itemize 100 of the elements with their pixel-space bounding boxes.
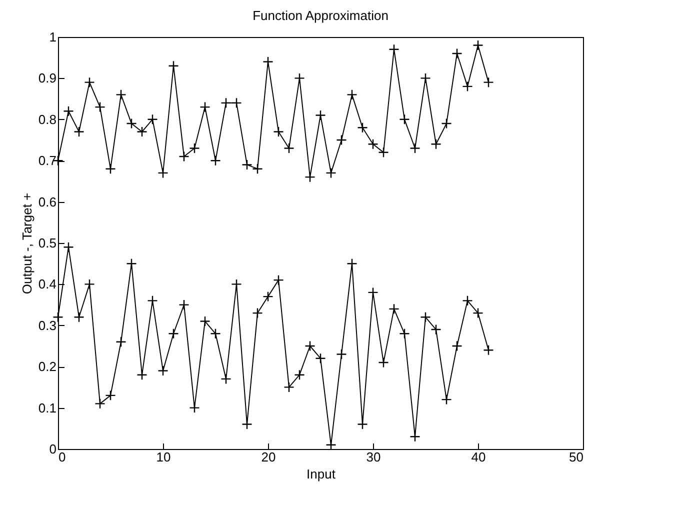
point: [378, 357, 389, 368]
x-tick-label: 20: [261, 450, 276, 464]
point: [200, 316, 210, 327]
point: [262, 291, 274, 302]
point: [84, 278, 95, 290]
point: [94, 398, 106, 410]
point: [242, 159, 252, 170]
point: [315, 110, 326, 121]
point: [378, 147, 389, 158]
point: [200, 102, 210, 112]
point: [63, 242, 74, 252]
point: [136, 369, 148, 380]
point: [210, 155, 221, 166]
point: [105, 390, 116, 401]
point: [126, 258, 137, 269]
point: [452, 340, 462, 352]
point: [430, 324, 442, 335]
chart-title: Function Approximation: [252, 8, 388, 23]
point: [74, 126, 84, 138]
point: [210, 328, 221, 339]
point: [430, 138, 442, 150]
point: [472, 308, 484, 318]
point: [273, 126, 284, 138]
point: [158, 168, 168, 178]
point: [472, 40, 484, 51]
point: [74, 312, 84, 323]
point: [304, 340, 316, 352]
y-tick-label: 0.3: [38, 318, 56, 333]
point: [462, 295, 473, 306]
point: [357, 418, 368, 430]
y-tick-label: 0.6: [38, 194, 56, 210]
point: [336, 134, 347, 146]
y-tick-label: 1: [49, 30, 56, 44]
x-tick-label: 40: [471, 450, 486, 464]
point: [368, 138, 378, 150]
point: [284, 142, 294, 154]
point: [441, 394, 452, 405]
y-axis-title: Output -, Target +: [19, 192, 34, 294]
point: [189, 402, 200, 414]
y-tick-label: 0.1: [38, 400, 56, 416]
point: [462, 81, 473, 92]
point: [294, 369, 305, 380]
point: [357, 122, 368, 133]
point: [136, 126, 148, 138]
point: [420, 312, 431, 323]
point: [158, 365, 168, 376]
point: [231, 278, 242, 290]
point: [178, 151, 190, 162]
point: [178, 299, 190, 310]
point: [388, 44, 400, 55]
point: [147, 295, 158, 306]
point: [262, 56, 274, 68]
point: [399, 328, 410, 339]
point: [326, 440, 336, 450]
point: [84, 76, 95, 88]
point: [483, 344, 494, 356]
point: [336, 348, 347, 360]
x-axis-title: Input: [306, 466, 336, 482]
point: [346, 89, 358, 100]
point: [116, 336, 126, 348]
point: [220, 98, 232, 108]
y-tick-label: 0.9: [38, 70, 56, 86]
point: [189, 142, 200, 154]
point: [284, 382, 294, 393]
y-tick-label: 0.5: [38, 236, 56, 250]
point: [220, 374, 232, 384]
point: [168, 328, 179, 339]
point: [410, 142, 420, 154]
point: [147, 114, 158, 125]
point: [252, 163, 263, 174]
y-tick-label: 0.2: [38, 359, 56, 374]
point: [252, 308, 263, 318]
point: [304, 172, 316, 182]
point: [368, 287, 378, 298]
y-tick-label: 0.4: [38, 276, 56, 292]
point: [116, 89, 126, 100]
point: [410, 431, 420, 442]
point: [315, 353, 326, 364]
point: [273, 274, 284, 286]
point: [346, 258, 358, 269]
point: [326, 168, 336, 178]
point: [63, 106, 74, 117]
y-tick-label: 0.8: [38, 112, 56, 127]
point: [168, 60, 179, 72]
point: [441, 118, 452, 129]
point: [294, 72, 305, 84]
point: [483, 76, 494, 88]
point: [388, 304, 400, 314]
x-tick-label: 30: [366, 450, 381, 464]
point: [420, 72, 431, 84]
x-tick-label: 0: [58, 450, 66, 464]
point: [94, 102, 106, 112]
point: [452, 48, 462, 59]
x-tick-label: 50: [569, 450, 584, 464]
point: [231, 98, 242, 108]
x-tick-label: 10: [156, 450, 171, 464]
y-tick-label: 0.7: [38, 153, 56, 168]
point: [399, 114, 410, 125]
point: [126, 118, 137, 129]
point: [105, 163, 116, 174]
